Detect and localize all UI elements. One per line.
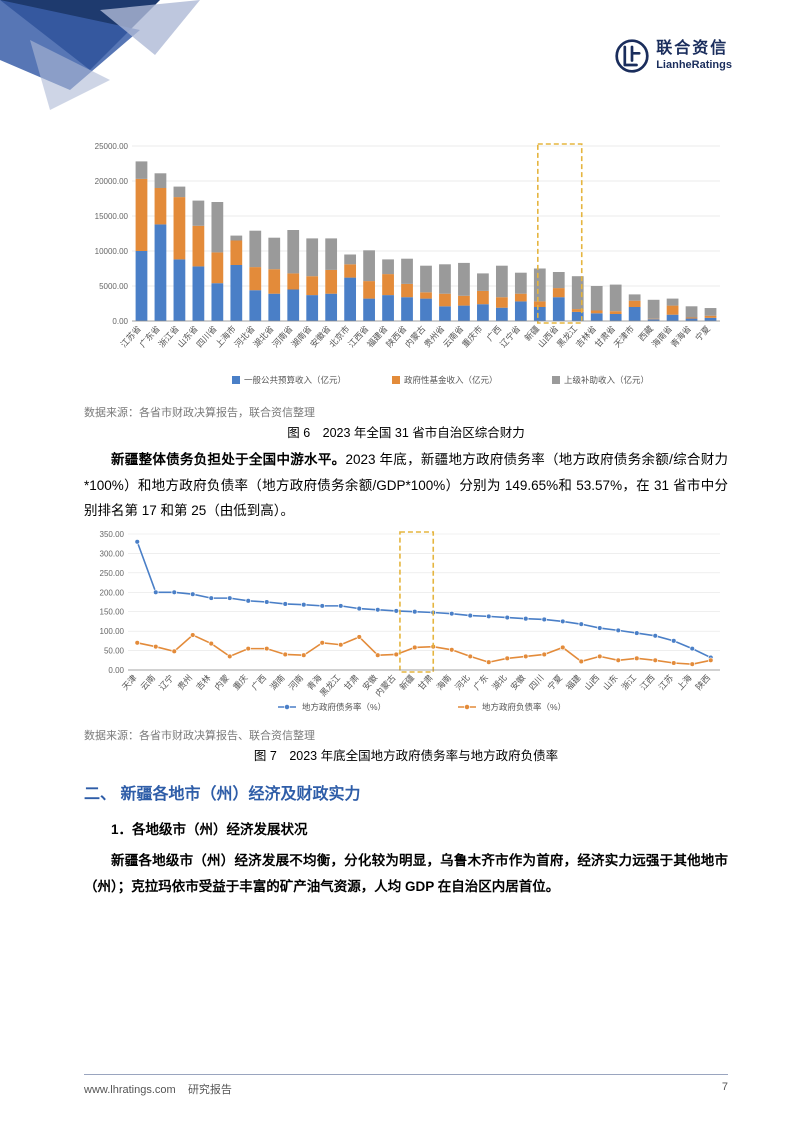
svg-text:内蒙: 内蒙 — [212, 672, 231, 692]
svg-text:吉林: 吉林 — [194, 672, 213, 692]
chart2-source: 数据来源：各省市财政决算报告、联合资信整理 — [84, 727, 728, 743]
svg-text:广西: 广西 — [249, 673, 268, 692]
svg-text:天津: 天津 — [120, 672, 139, 692]
chart-fig7: 0.00 50.00 100.00 150.00 200.00 250.00 300.00 3… — [84, 528, 728, 723]
svg-text:黑龙江: 黑龙江 — [318, 672, 343, 698]
svg-text:云南: 云南 — [138, 673, 157, 692]
svg-text:河南: 河南 — [286, 673, 305, 692]
svg-text:新疆: 新疆 — [397, 672, 416, 692]
svg-text:湖南: 湖南 — [268, 673, 287, 692]
svg-text:河北: 河北 — [453, 672, 472, 692]
svg-text:10000.00: 10000.00 — [95, 247, 129, 256]
svg-text:江苏: 江苏 — [656, 672, 675, 692]
chart1-source: 数据来源：各省市财政决算报告，联合资信整理 — [84, 404, 728, 420]
svg-text:广东: 广东 — [471, 673, 490, 692]
header-decoration — [0, 0, 300, 120]
section-heading: 二、 新疆各地市（州）经济及财政实力 — [84, 780, 728, 804]
svg-text:山西: 山西 — [582, 673, 601, 692]
svg-text:宁夏: 宁夏 — [545, 672, 564, 692]
brand-logo: 联合资信 LianheRatings — [614, 38, 732, 74]
svg-text:福建: 福建 — [564, 672, 583, 692]
svg-text:山东: 山东 — [601, 673, 620, 692]
svg-text:0.00: 0.00 — [112, 317, 128, 326]
paragraph-2: 新疆各地级市（州）经济发展不均衡，分化较为明显，乌鲁木齐市作为首府，经济实力远强… — [84, 848, 728, 899]
svg-text:湖北: 湖北 — [490, 672, 509, 692]
svg-text:甘肃: 甘肃 — [342, 672, 361, 692]
svg-text:政府性基金收入（亿元）: 政府性基金收入（亿元） — [404, 375, 498, 385]
logo-en-text: LianheRatings — [656, 59, 732, 72]
svg-text:上级补助收入（亿元）: 上级补助收入（亿元） — [564, 375, 649, 385]
footer-label: 研究报告 — [188, 1084, 232, 1096]
page-number: 7 — [722, 1081, 728, 1097]
chart-fig6: 0.00 5000.00 10000.00 15000.00 20000.00 25000… — [84, 140, 728, 400]
svg-text:300.00: 300.00 — [100, 549, 125, 558]
svg-text:150.00: 150.00 — [100, 608, 125, 617]
logo-cn-text: 联合资信 — [656, 40, 732, 58]
para2-bold: 新疆各地级市（州）经济发展不均衡，分化较为明显，乌鲁木齐市作为首府，经济实力远强… — [84, 853, 728, 894]
svg-text:安徽: 安徽 — [508, 672, 527, 692]
svg-text:重庆市: 重庆市 — [460, 323, 485, 349]
svg-text:5000.00: 5000.00 — [99, 282, 128, 291]
page-footer: www.lhratings.com 研究报告 7 — [84, 1074, 728, 1097]
svg-text:青海省: 青海省 — [669, 323, 694, 349]
svg-text:海南: 海南 — [434, 673, 453, 692]
svg-text:15000.00: 15000.00 — [95, 212, 129, 221]
svg-text:0.00: 0.00 — [108, 666, 124, 675]
svg-text:100.00: 100.00 — [100, 627, 125, 636]
svg-text:浙江: 浙江 — [619, 672, 638, 692]
svg-text:350.00: 350.00 — [100, 530, 125, 539]
svg-text:内蒙古: 内蒙古 — [373, 672, 398, 698]
paragraph-1: 新疆整体债务负担处于全国中游水平。2023 年底，新疆地方政府债务率（地方政府债… — [84, 447, 728, 524]
svg-text:重庆: 重庆 — [231, 672, 250, 692]
svg-text:贵州: 贵州 — [175, 673, 194, 692]
svg-text:20000.00: 20000.00 — [95, 177, 129, 186]
svg-text:江西: 江西 — [638, 673, 657, 692]
footer-url: www.lhratings.com — [84, 1084, 176, 1096]
para1-bold: 新疆整体债务负担处于全国中游水平。 — [111, 452, 345, 467]
svg-text:地方政府债务率（%）: 地方政府债务率（%） — [302, 702, 386, 712]
subsection-heading: 1．各地级市（州）经济发展状况 — [84, 818, 728, 838]
svg-text:一般公共预算收入（亿元）: 一般公共预算收入（亿元） — [244, 375, 346, 385]
svg-text:50.00: 50.00 — [104, 646, 125, 655]
svg-text:250.00: 250.00 — [100, 569, 125, 578]
svg-text:辽宁: 辽宁 — [157, 673, 176, 692]
svg-text:四川: 四川 — [527, 673, 546, 692]
svg-text:上海: 上海 — [675, 672, 694, 692]
svg-text:宁夏: 宁夏 — [693, 323, 712, 343]
svg-text:200.00: 200.00 — [100, 588, 125, 597]
svg-text:陕西: 陕西 — [693, 673, 712, 692]
svg-text:天津市: 天津市 — [612, 323, 637, 349]
svg-text:甘肃: 甘肃 — [416, 672, 435, 692]
chart2-caption: 图 7 2023 年底全国地方政府债务率与地方政府负债率 — [84, 745, 728, 764]
svg-text:辽宁省: 辽宁省 — [498, 323, 523, 349]
logo-icon — [614, 38, 650, 74]
svg-text:25000.00: 25000.00 — [95, 142, 129, 151]
svg-text:地方政府负债率（%）: 地方政府负债率（%） — [482, 702, 566, 712]
chart1-caption: 图 6 2023 年全国 31 省市自治区综合财力 — [84, 422, 728, 441]
